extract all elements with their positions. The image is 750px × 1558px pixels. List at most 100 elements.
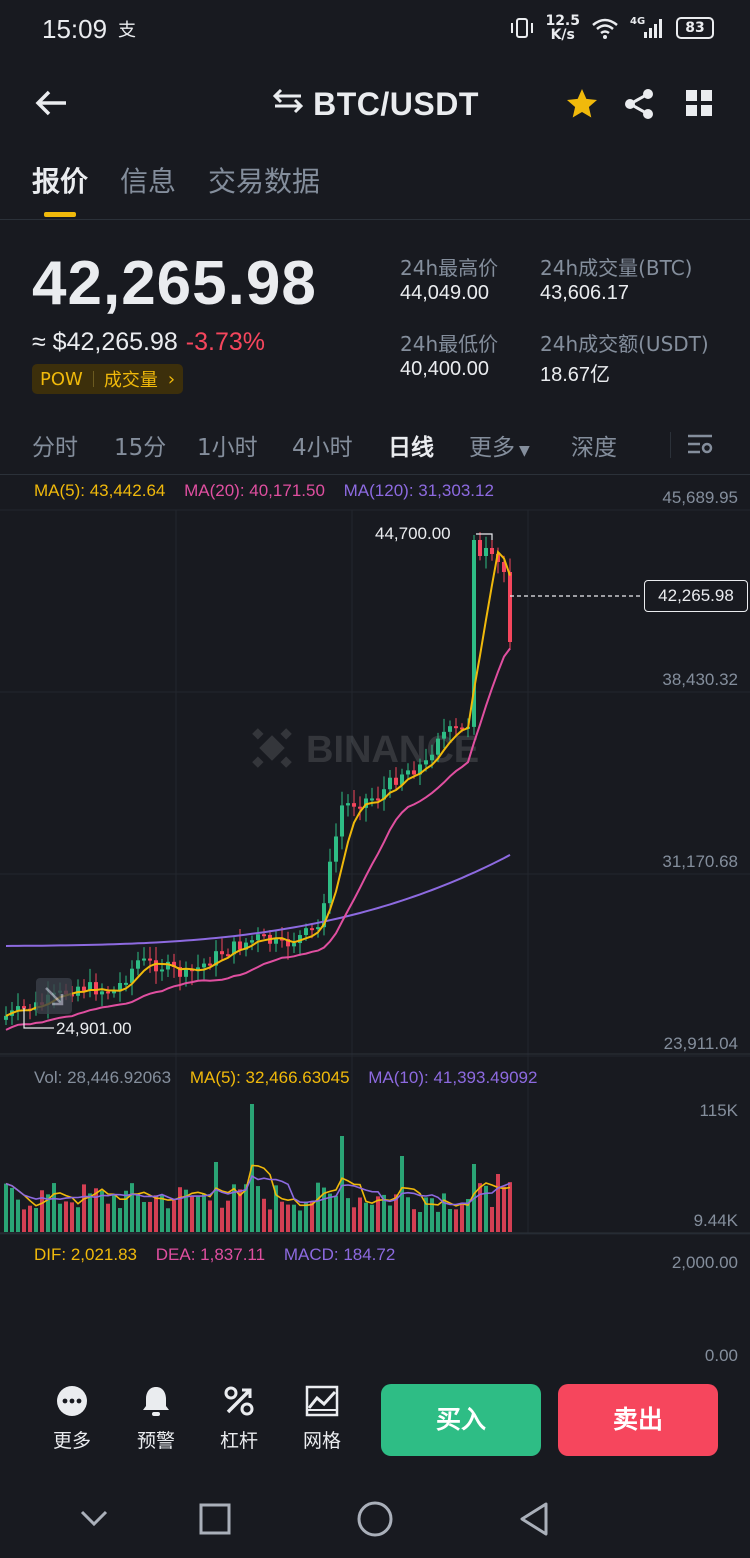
- candle-body: [136, 960, 140, 969]
- vol-ma10-label: MA(10): 41,393.49092: [368, 1068, 538, 1087]
- interval-depth[interactable]: 深度: [571, 435, 617, 461]
- candle-body: [232, 941, 236, 955]
- sell-button[interactable]: 卖出: [558, 1384, 718, 1456]
- candle-body: [148, 958, 152, 961]
- volume-bar: [430, 1198, 434, 1232]
- ma120-label: MA(120): 31,303.12: [343, 481, 494, 500]
- vol-ma5-label: MA(5): 32,466.63045: [189, 1068, 350, 1087]
- volume-bar: [280, 1201, 284, 1232]
- candle-body: [340, 805, 344, 837]
- candle-body: [118, 983, 122, 992]
- svg-text:支: 支: [118, 20, 136, 40]
- volume-bar: [82, 1184, 86, 1232]
- volume-bar: [388, 1205, 392, 1232]
- pair-title[interactable]: BTC/USDT: [0, 84, 750, 123]
- leverage-label: 杠杆: [219, 1430, 258, 1452]
- candle-body: [388, 777, 392, 790]
- candle-body: [352, 803, 356, 807]
- candle-body: [202, 963, 206, 968]
- more-dots-icon: [42, 1380, 102, 1422]
- volume-bar: [46, 1194, 50, 1232]
- pow-tag[interactable]: POW 成交量 ›: [32, 364, 184, 394]
- star-icon[interactable]: [564, 86, 600, 126]
- interval-timeline[interactable]: 分时: [32, 435, 78, 461]
- candle-body: [214, 951, 218, 966]
- volume-bar: [142, 1201, 146, 1232]
- nav-home-icon[interactable]: [356, 1500, 394, 1542]
- volume-bar: [490, 1206, 494, 1232]
- candle-body: [334, 836, 338, 862]
- candle-body: [106, 991, 110, 994]
- more-tool[interactable]: 更多: [42, 1380, 102, 1453]
- candle-body: [172, 961, 176, 968]
- volume-bar: [256, 1186, 260, 1232]
- candle-body: [394, 777, 398, 785]
- volume-bar: [412, 1209, 416, 1232]
- grid-icon[interactable]: [684, 88, 714, 122]
- tab-info[interactable]: 信息: [120, 165, 177, 198]
- more-label: 更多: [52, 1430, 91, 1452]
- interval-more[interactable]: 更多 ▼: [469, 428, 530, 462]
- candle-body: [184, 969, 188, 977]
- volume-bar: [76, 1207, 80, 1232]
- candle-body: [370, 798, 374, 801]
- candle-body: [418, 764, 422, 775]
- interval-1h[interactable]: 1小时: [197, 435, 258, 461]
- share-icon[interactable]: [622, 86, 658, 126]
- leverage-tool[interactable]: 杠杆: [209, 1380, 269, 1453]
- candle-body: [292, 943, 296, 947]
- wifi-icon: [592, 18, 618, 39]
- volume-bar: [436, 1211, 440, 1232]
- nav-recents-icon[interactable]: [198, 1502, 232, 1540]
- candle-body: [448, 726, 452, 732]
- volume-bar: [322, 1187, 326, 1232]
- expand-icon[interactable]: [36, 978, 72, 1014]
- volume-bar: [184, 1189, 188, 1232]
- tab-quote[interactable]: 报价: [32, 165, 89, 198]
- dea-label: DEA: 1,837.11: [155, 1245, 266, 1264]
- candle-body: [454, 726, 458, 729]
- binance-watermark: BINANCE: [252, 728, 479, 771]
- candle-body: [472, 540, 476, 727]
- max-marker-line: [476, 533, 493, 540]
- nav-back-icon[interactable]: [516, 1500, 552, 1542]
- volume-bar: [40, 1190, 44, 1232]
- back-arrow-icon[interactable]: [34, 88, 70, 122]
- candle-body: [376, 798, 380, 801]
- volume-bar: [274, 1185, 278, 1232]
- tabs-divider: [0, 219, 750, 220]
- grid-label: 网格: [302, 1430, 341, 1452]
- volume-bar: [178, 1187, 182, 1232]
- candle-body: [406, 770, 410, 775]
- candle-body: [490, 548, 494, 554]
- status-time: 15:09: [42, 14, 108, 44]
- volume-bar: [160, 1194, 164, 1232]
- buy-button[interactable]: 买入: [381, 1384, 541, 1456]
- volume-bar: [484, 1185, 488, 1232]
- interval-15m[interactable]: 15分: [114, 435, 167, 461]
- volume-bar: [244, 1184, 248, 1232]
- volume-bar: [304, 1201, 308, 1232]
- candle-body: [508, 572, 512, 642]
- candle-body: [94, 982, 98, 995]
- chart-settings-icon[interactable]: [686, 430, 714, 462]
- candle-body: [256, 934, 260, 941]
- volume-bar: [202, 1193, 206, 1232]
- approx-usd-row: ≈ $42,265.98 -3.73%: [32, 328, 265, 357]
- candle-body: [274, 938, 278, 944]
- alert-tool[interactable]: 预警: [126, 1380, 186, 1453]
- volume-bar: [100, 1190, 104, 1232]
- candle-body: [400, 774, 404, 785]
- candle-body: [166, 961, 170, 970]
- volume-bar: [346, 1198, 350, 1232]
- volume-bar: [310, 1201, 314, 1232]
- interval-4h[interactable]: 4小时: [292, 435, 353, 461]
- candlestick-chart[interactable]: BINANCE: [0, 476, 750, 1236]
- candle-body: [478, 540, 482, 556]
- status-bar: 15:09 支 12.5 K/s 4G 83: [0, 0, 750, 60]
- nav-down-icon[interactable]: [78, 1506, 110, 1534]
- grid-tool[interactable]: 网格: [292, 1380, 352, 1453]
- tab-trading-data[interactable]: 交易数据: [208, 165, 321, 198]
- interval-1d[interactable]: 日线: [388, 435, 434, 461]
- volume-bar: [466, 1199, 470, 1232]
